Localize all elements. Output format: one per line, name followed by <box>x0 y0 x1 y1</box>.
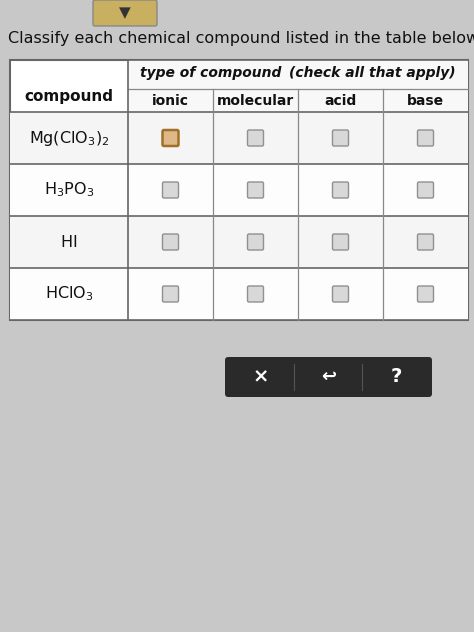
FancyBboxPatch shape <box>332 182 348 198</box>
FancyBboxPatch shape <box>418 234 434 250</box>
FancyBboxPatch shape <box>225 357 432 397</box>
FancyBboxPatch shape <box>163 182 179 198</box>
FancyBboxPatch shape <box>163 286 179 302</box>
FancyBboxPatch shape <box>247 130 264 146</box>
Text: $\mathregular{HI}$: $\mathregular{HI}$ <box>60 234 78 250</box>
Text: $\mathregular{H_3PO_3}$: $\mathregular{H_3PO_3}$ <box>44 181 94 199</box>
FancyBboxPatch shape <box>247 182 264 198</box>
Text: acid: acid <box>324 94 356 107</box>
FancyBboxPatch shape <box>332 234 348 250</box>
FancyBboxPatch shape <box>163 130 179 146</box>
Text: ionic: ionic <box>152 94 189 107</box>
Text: ▼: ▼ <box>119 6 131 20</box>
FancyBboxPatch shape <box>247 234 264 250</box>
Text: ↩: ↩ <box>321 368 336 386</box>
Text: ×: × <box>252 367 269 387</box>
Bar <box>10 164 468 216</box>
Bar <box>128 60 468 112</box>
Text: base: base <box>407 94 444 107</box>
FancyBboxPatch shape <box>418 182 434 198</box>
FancyBboxPatch shape <box>418 130 434 146</box>
Bar <box>10 112 468 164</box>
Text: ?: ? <box>391 367 402 387</box>
Text: Classify each chemical compound listed in the table below.: Classify each chemical compound listed i… <box>8 30 474 46</box>
Bar <box>10 60 468 320</box>
FancyBboxPatch shape <box>418 286 434 302</box>
FancyBboxPatch shape <box>247 286 264 302</box>
FancyBboxPatch shape <box>93 0 157 26</box>
Text: molecular: molecular <box>217 94 294 107</box>
Text: compound: compound <box>25 89 113 104</box>
Bar <box>10 268 468 320</box>
FancyBboxPatch shape <box>332 286 348 302</box>
Bar <box>10 216 468 268</box>
FancyBboxPatch shape <box>163 234 179 250</box>
Text: type of compound  (check all that apply): type of compound (check all that apply) <box>140 66 456 80</box>
Text: $\mathregular{HClO_3}$: $\mathregular{HClO_3}$ <box>45 284 93 303</box>
Text: $\mathregular{Mg(ClO_3)_2}$: $\mathregular{Mg(ClO_3)_2}$ <box>29 128 109 147</box>
FancyBboxPatch shape <box>332 130 348 146</box>
